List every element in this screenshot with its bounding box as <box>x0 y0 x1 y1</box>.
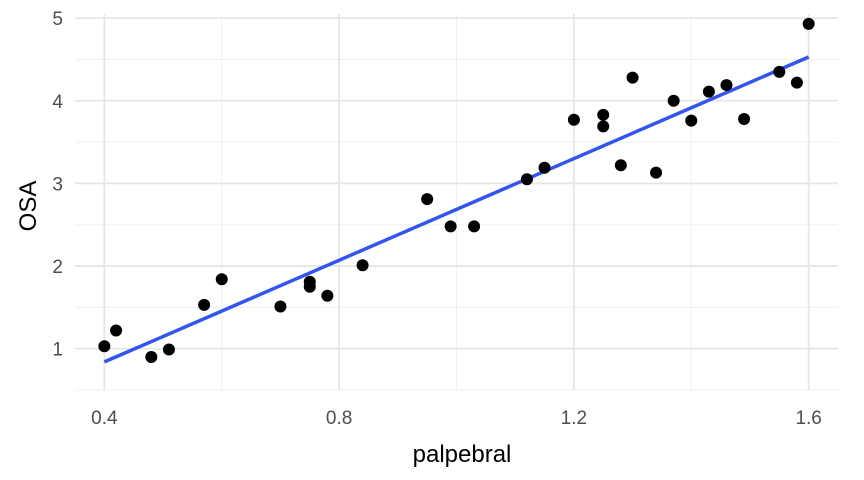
y-tick-label: 1 <box>52 340 63 361</box>
data-point <box>321 289 334 302</box>
data-point <box>198 298 211 311</box>
data-point <box>538 161 551 174</box>
data-points <box>98 17 815 363</box>
data-point <box>215 273 228 286</box>
y-tick-label: 4 <box>52 92 63 113</box>
trend-line <box>103 55 810 364</box>
data-point <box>597 120 610 133</box>
x-axis-title: palpebral <box>413 441 512 468</box>
data-point <box>444 220 457 233</box>
y-tick-label: 2 <box>52 257 63 278</box>
y-tick-label: 3 <box>52 174 63 195</box>
data-point <box>421 193 434 206</box>
data-point <box>702 85 715 98</box>
x-tick-label: 1.2 <box>561 408 587 429</box>
data-point <box>567 113 580 126</box>
x-tick-label: 0.4 <box>91 408 118 429</box>
data-point <box>614 159 627 172</box>
data-point <box>303 280 316 293</box>
data-point <box>790 76 803 89</box>
y-tick-label: 5 <box>52 9 63 30</box>
data-point <box>626 71 639 84</box>
data-point <box>650 166 663 179</box>
data-point <box>738 112 751 125</box>
data-point <box>667 94 680 107</box>
data-point <box>110 324 123 337</box>
data-point <box>468 220 481 233</box>
data-point <box>597 108 610 121</box>
x-tick-label: 1.6 <box>795 408 821 429</box>
data-point <box>145 350 158 363</box>
trend-line-group <box>103 55 810 364</box>
x-tick-labels: 0.4 0.8 1.2 1.6 <box>91 408 822 429</box>
x-tick-label: 0.8 <box>326 408 352 429</box>
data-point <box>773 65 786 78</box>
data-point <box>356 259 369 272</box>
data-point <box>162 343 175 356</box>
data-point <box>685 114 698 127</box>
y-tick-labels: 1 2 3 4 5 <box>52 9 63 361</box>
grid <box>75 14 838 391</box>
data-point <box>98 340 111 353</box>
data-point <box>274 300 287 313</box>
data-point <box>720 79 733 92</box>
data-point <box>802 17 815 30</box>
data-point <box>520 173 533 186</box>
y-axis-title: OSA <box>15 181 42 232</box>
